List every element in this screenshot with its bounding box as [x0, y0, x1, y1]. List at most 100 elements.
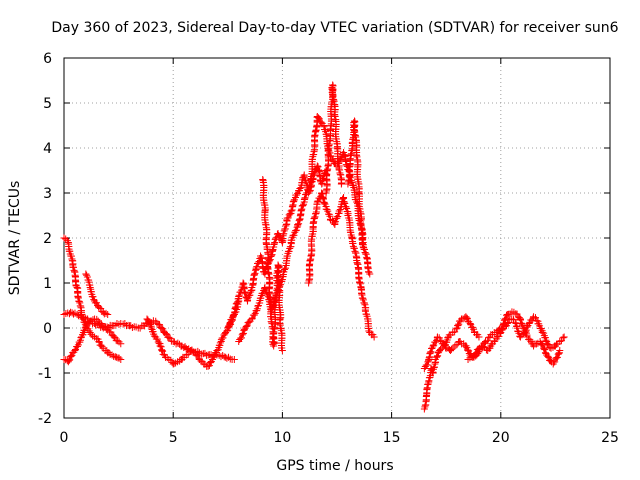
data-point	[87, 330, 95, 338]
data-point	[95, 338, 103, 346]
data-point	[128, 324, 136, 332]
x-tick-label: 20	[492, 430, 510, 446]
data-point	[311, 213, 319, 221]
data-point	[262, 286, 270, 294]
data-point	[243, 322, 251, 330]
data-point	[98, 321, 106, 329]
data-point	[305, 184, 313, 192]
data-point	[244, 296, 252, 304]
data-point	[217, 336, 225, 344]
data-point	[313, 198, 321, 206]
data-point	[552, 355, 560, 363]
data-point	[532, 314, 540, 322]
data-point	[433, 333, 441, 341]
data-point	[119, 320, 127, 328]
data-point	[281, 266, 289, 273]
data-point	[315, 114, 323, 122]
data-point	[477, 342, 485, 350]
data-point	[250, 311, 258, 319]
data-point	[108, 351, 116, 359]
data-point	[545, 341, 553, 349]
data-point	[313, 162, 321, 170]
y-tick-label: 3	[43, 186, 52, 202]
data-point	[348, 233, 356, 241]
y-tick-label: 6	[43, 51, 52, 67]
data-point	[82, 270, 90, 278]
data-point	[437, 345, 445, 353]
y-tick-label: 5	[43, 96, 52, 112]
data-point	[356, 280, 364, 288]
data-point	[463, 314, 471, 322]
data-point	[284, 214, 292, 222]
data-point	[359, 294, 367, 302]
data-point	[153, 335, 161, 343]
data-point	[421, 363, 429, 371]
data-point	[253, 263, 261, 271]
x-tick-label: 15	[383, 430, 401, 446]
data-point	[521, 326, 529, 334]
data-point	[500, 319, 508, 327]
data-point	[315, 115, 323, 123]
data-point	[241, 290, 249, 298]
data-point	[298, 202, 306, 210]
data-point	[560, 333, 568, 341]
data-point	[233, 298, 241, 306]
data-point	[204, 362, 212, 370]
data-point	[207, 358, 215, 366]
data-point	[288, 236, 296, 244]
data-point	[272, 235, 280, 243]
data-point	[520, 324, 528, 332]
data-point	[454, 321, 462, 329]
data-point	[366, 270, 374, 278]
data-point	[500, 316, 508, 324]
data-point	[295, 220, 303, 228]
data-point	[300, 174, 308, 182]
data-point	[515, 329, 523, 337]
data-point	[235, 291, 243, 299]
data-point	[432, 338, 440, 346]
data-point	[69, 263, 77, 271]
data-point	[433, 352, 441, 360]
data-point	[502, 314, 510, 322]
data-point	[184, 350, 192, 358]
data-point	[540, 344, 548, 352]
data-point	[543, 339, 551, 347]
data-point	[496, 329, 504, 337]
data-point	[278, 347, 286, 354]
data-point	[320, 199, 328, 207]
data-point	[294, 221, 302, 228]
data-points	[60, 81, 568, 413]
data-point	[454, 338, 462, 346]
data-point	[350, 244, 358, 252]
data-point	[295, 217, 303, 225]
data-point	[553, 353, 561, 361]
data-point	[337, 180, 345, 188]
y-tick-label: -2	[38, 411, 52, 427]
data-point	[559, 334, 567, 342]
data-point	[248, 315, 256, 323]
data-point	[71, 347, 79, 354]
data-point	[93, 315, 101, 323]
data-point	[554, 350, 562, 358]
data-point	[359, 296, 367, 304]
data-point	[451, 328, 459, 336]
data-point	[292, 226, 300, 234]
data-point	[341, 200, 349, 208]
data-point	[251, 269, 259, 277]
data-point	[227, 320, 235, 328]
data-point	[74, 312, 82, 320]
data-point	[252, 264, 260, 272]
data-point	[365, 327, 373, 335]
data-point	[343, 205, 351, 213]
data-point	[230, 356, 238, 363]
data-point	[513, 310, 521, 318]
data-point	[174, 339, 182, 347]
data-point	[544, 352, 552, 360]
data-point	[290, 197, 298, 205]
data-point	[219, 352, 227, 360]
data-point	[67, 252, 75, 260]
data-point	[510, 316, 517, 324]
data-point	[73, 311, 81, 318]
